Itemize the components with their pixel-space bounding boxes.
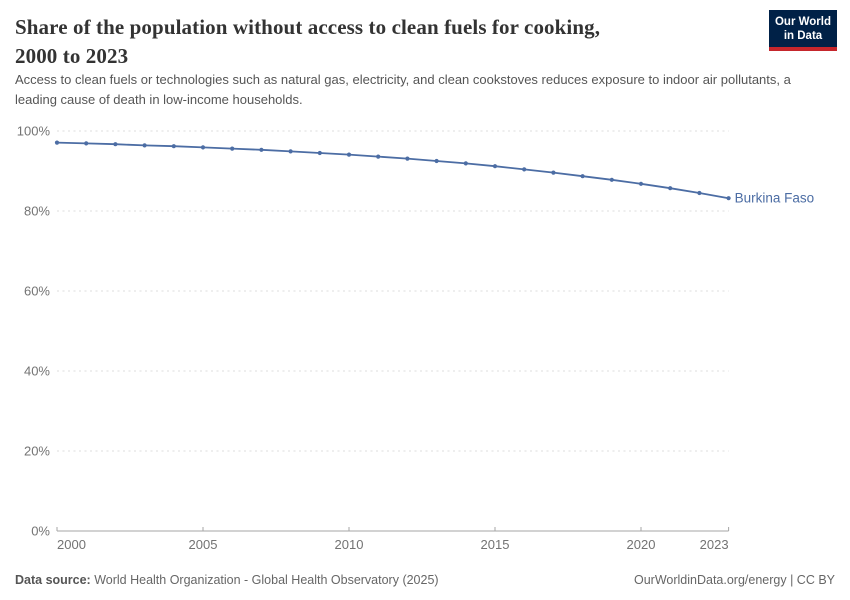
y-tick-label: 80% xyxy=(24,204,50,219)
data-point xyxy=(726,196,731,201)
x-tick-label: 2015 xyxy=(481,537,510,552)
data-point xyxy=(113,142,118,147)
license-note: OurWorldinData.org/energy | CC BY xyxy=(633,573,835,587)
data-point xyxy=(200,145,206,150)
page-title: Share of the population without access t… xyxy=(15,13,600,71)
data-point xyxy=(317,150,322,156)
data-point xyxy=(668,186,673,191)
data-point xyxy=(492,164,498,169)
x-tick-label: 2010 xyxy=(335,537,364,552)
owid-logo-line2: in Data xyxy=(783,30,823,42)
data-point xyxy=(638,181,644,186)
data-line xyxy=(56,141,730,200)
series-end-label: Burkina Faso xyxy=(735,191,815,206)
data-source-note: Data source: World Health Organization -… xyxy=(15,573,439,587)
y-tick-label: 60% xyxy=(24,284,50,299)
x-tick-label: 2000 xyxy=(57,537,86,552)
chart-footer: Data source: World Health Organization -… xyxy=(15,573,835,587)
data-point xyxy=(609,177,614,182)
x-tick-label: 2005 xyxy=(189,537,218,552)
data-point xyxy=(580,174,585,179)
data-point xyxy=(346,152,352,157)
data-point xyxy=(463,161,468,166)
data-point xyxy=(259,147,264,152)
data-source-value: World Health Organization - Global Healt… xyxy=(90,573,439,587)
data-source-label: Data source: xyxy=(15,573,91,587)
y-tick-label: 20% xyxy=(24,444,50,459)
data-point xyxy=(522,167,527,172)
y-tick-label: 100% xyxy=(17,124,51,139)
owid-logo: Our World in Data xyxy=(769,10,837,51)
data-point xyxy=(84,141,89,146)
x-tick-label: 2023 xyxy=(700,537,729,552)
data-point xyxy=(376,154,381,159)
data-point xyxy=(54,140,60,145)
y-tick-label: 40% xyxy=(24,364,50,379)
data-point xyxy=(551,170,556,175)
chart-subtitle: Access to clean fuels or technologies su… xyxy=(15,72,791,107)
data-point xyxy=(142,143,147,148)
data-point xyxy=(697,190,702,196)
data-point xyxy=(288,149,293,154)
page-title-line2: 2000 to 2023 xyxy=(15,44,129,68)
page-title-line1: Share of the population without access t… xyxy=(15,15,601,39)
data-point xyxy=(171,144,176,149)
data-point xyxy=(405,156,410,161)
data-point xyxy=(230,146,235,151)
y-tick-label: 0% xyxy=(31,524,50,539)
x-tick-label: 2020 xyxy=(627,537,656,552)
owid-logo-line1: Our World xyxy=(774,16,831,28)
data-point xyxy=(434,158,439,164)
